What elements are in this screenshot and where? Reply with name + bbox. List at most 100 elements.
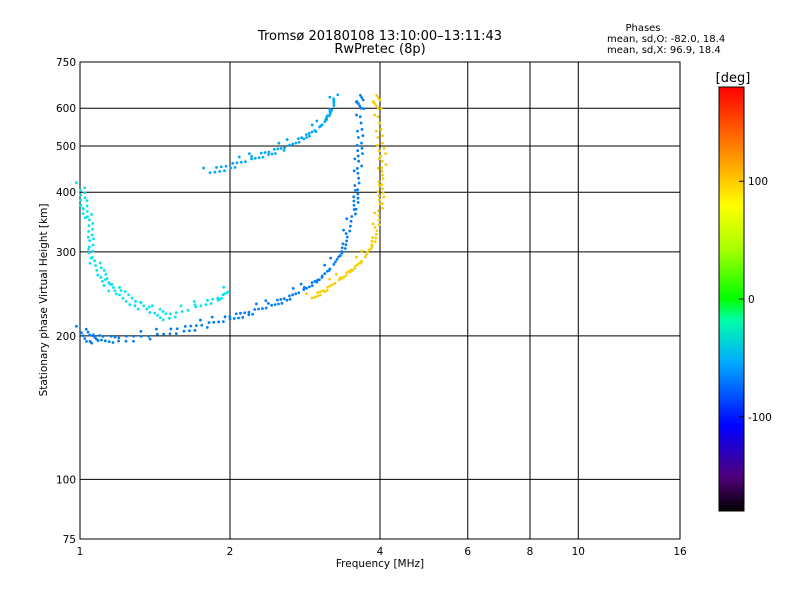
data-point — [336, 93, 340, 97]
data-point — [357, 181, 361, 185]
data-point — [377, 198, 381, 202]
data-point — [361, 134, 365, 138]
data-point — [270, 152, 274, 156]
data-point — [206, 298, 209, 302]
data-point — [164, 312, 168, 316]
x-tick-label: 6 — [464, 546, 471, 558]
data-point — [323, 272, 327, 276]
data-point — [96, 339, 100, 342]
data-point — [123, 290, 127, 293]
data-point — [374, 236, 378, 240]
data-point — [147, 335, 151, 338]
data-point — [96, 273, 100, 277]
data-point — [210, 315, 214, 319]
data-point — [216, 296, 220, 300]
data-point — [342, 275, 346, 279]
data-point — [211, 297, 214, 301]
data-point — [139, 334, 143, 338]
data-point — [352, 199, 356, 203]
data-point — [332, 104, 336, 107]
data-point — [151, 304, 154, 308]
data-point — [85, 199, 89, 203]
data-point — [285, 298, 289, 302]
data-point — [117, 339, 120, 343]
data-point — [350, 215, 354, 218]
data-point — [332, 262, 336, 266]
data-point — [167, 316, 171, 320]
data-point — [91, 243, 95, 247]
stats-heading: Phases — [625, 23, 660, 34]
data-point — [375, 104, 378, 108]
data-point — [340, 277, 343, 280]
data-point — [272, 147, 276, 151]
data-point — [95, 268, 99, 272]
data-point — [354, 212, 357, 216]
data-point — [200, 323, 204, 327]
data-point — [127, 293, 131, 297]
data-point — [380, 159, 384, 163]
data-point — [333, 282, 337, 285]
data-point — [328, 277, 332, 281]
data-point — [239, 311, 242, 315]
data-point — [75, 181, 78, 185]
data-point — [169, 312, 172, 316]
data-point — [86, 235, 90, 239]
chart-subtitle: RwPretec (8p) — [334, 42, 425, 57]
data-point — [352, 169, 356, 173]
data-point — [104, 278, 107, 282]
data-point — [350, 268, 354, 272]
data-point — [299, 282, 303, 286]
data-point — [259, 151, 263, 155]
data-point — [305, 292, 309, 296]
data-point — [381, 177, 385, 181]
data-point — [102, 284, 106, 287]
data-point — [358, 104, 362, 108]
colorbar-label: [deg] — [716, 71, 751, 86]
data-point — [87, 224, 91, 228]
data-point — [179, 304, 183, 308]
data-point — [310, 130, 314, 134]
data-point — [107, 289, 111, 293]
y-tick-label: 500 — [56, 141, 76, 153]
data-point — [355, 100, 359, 103]
data-point — [145, 307, 149, 311]
data-point — [360, 249, 364, 253]
data-point — [81, 207, 85, 211]
data-point — [91, 249, 95, 253]
y-axis-label: Stationary phase Virtual Height [km] — [38, 204, 50, 397]
data-point — [193, 328, 197, 332]
data-point — [234, 312, 238, 316]
data-point — [356, 154, 360, 158]
colorbar-tick-label: -100 — [748, 412, 772, 424]
data-point — [303, 285, 306, 289]
data-point — [334, 272, 338, 276]
data-point — [329, 256, 332, 260]
data-point — [360, 146, 364, 150]
data-point — [182, 329, 186, 333]
data-point — [98, 261, 102, 265]
data-point — [202, 166, 205, 170]
data-point — [91, 227, 94, 231]
data-point — [374, 232, 378, 236]
data-point — [219, 165, 223, 169]
data-point — [356, 129, 359, 133]
data-point — [212, 320, 216, 324]
data-point — [90, 341, 94, 345]
data-point — [288, 297, 292, 301]
data-point — [85, 339, 88, 343]
data-point — [209, 302, 213, 305]
data-point — [239, 160, 243, 164]
data-point — [369, 247, 373, 251]
data-point — [87, 229, 91, 233]
data-point — [222, 285, 226, 289]
data-point — [340, 250, 343, 253]
data-point — [89, 256, 93, 260]
data-point — [335, 257, 339, 261]
data-point — [363, 255, 367, 259]
data-point — [370, 243, 373, 247]
data-point — [194, 324, 198, 328]
data-point — [359, 94, 362, 97]
data-point — [376, 144, 380, 147]
data-point — [155, 332, 159, 336]
